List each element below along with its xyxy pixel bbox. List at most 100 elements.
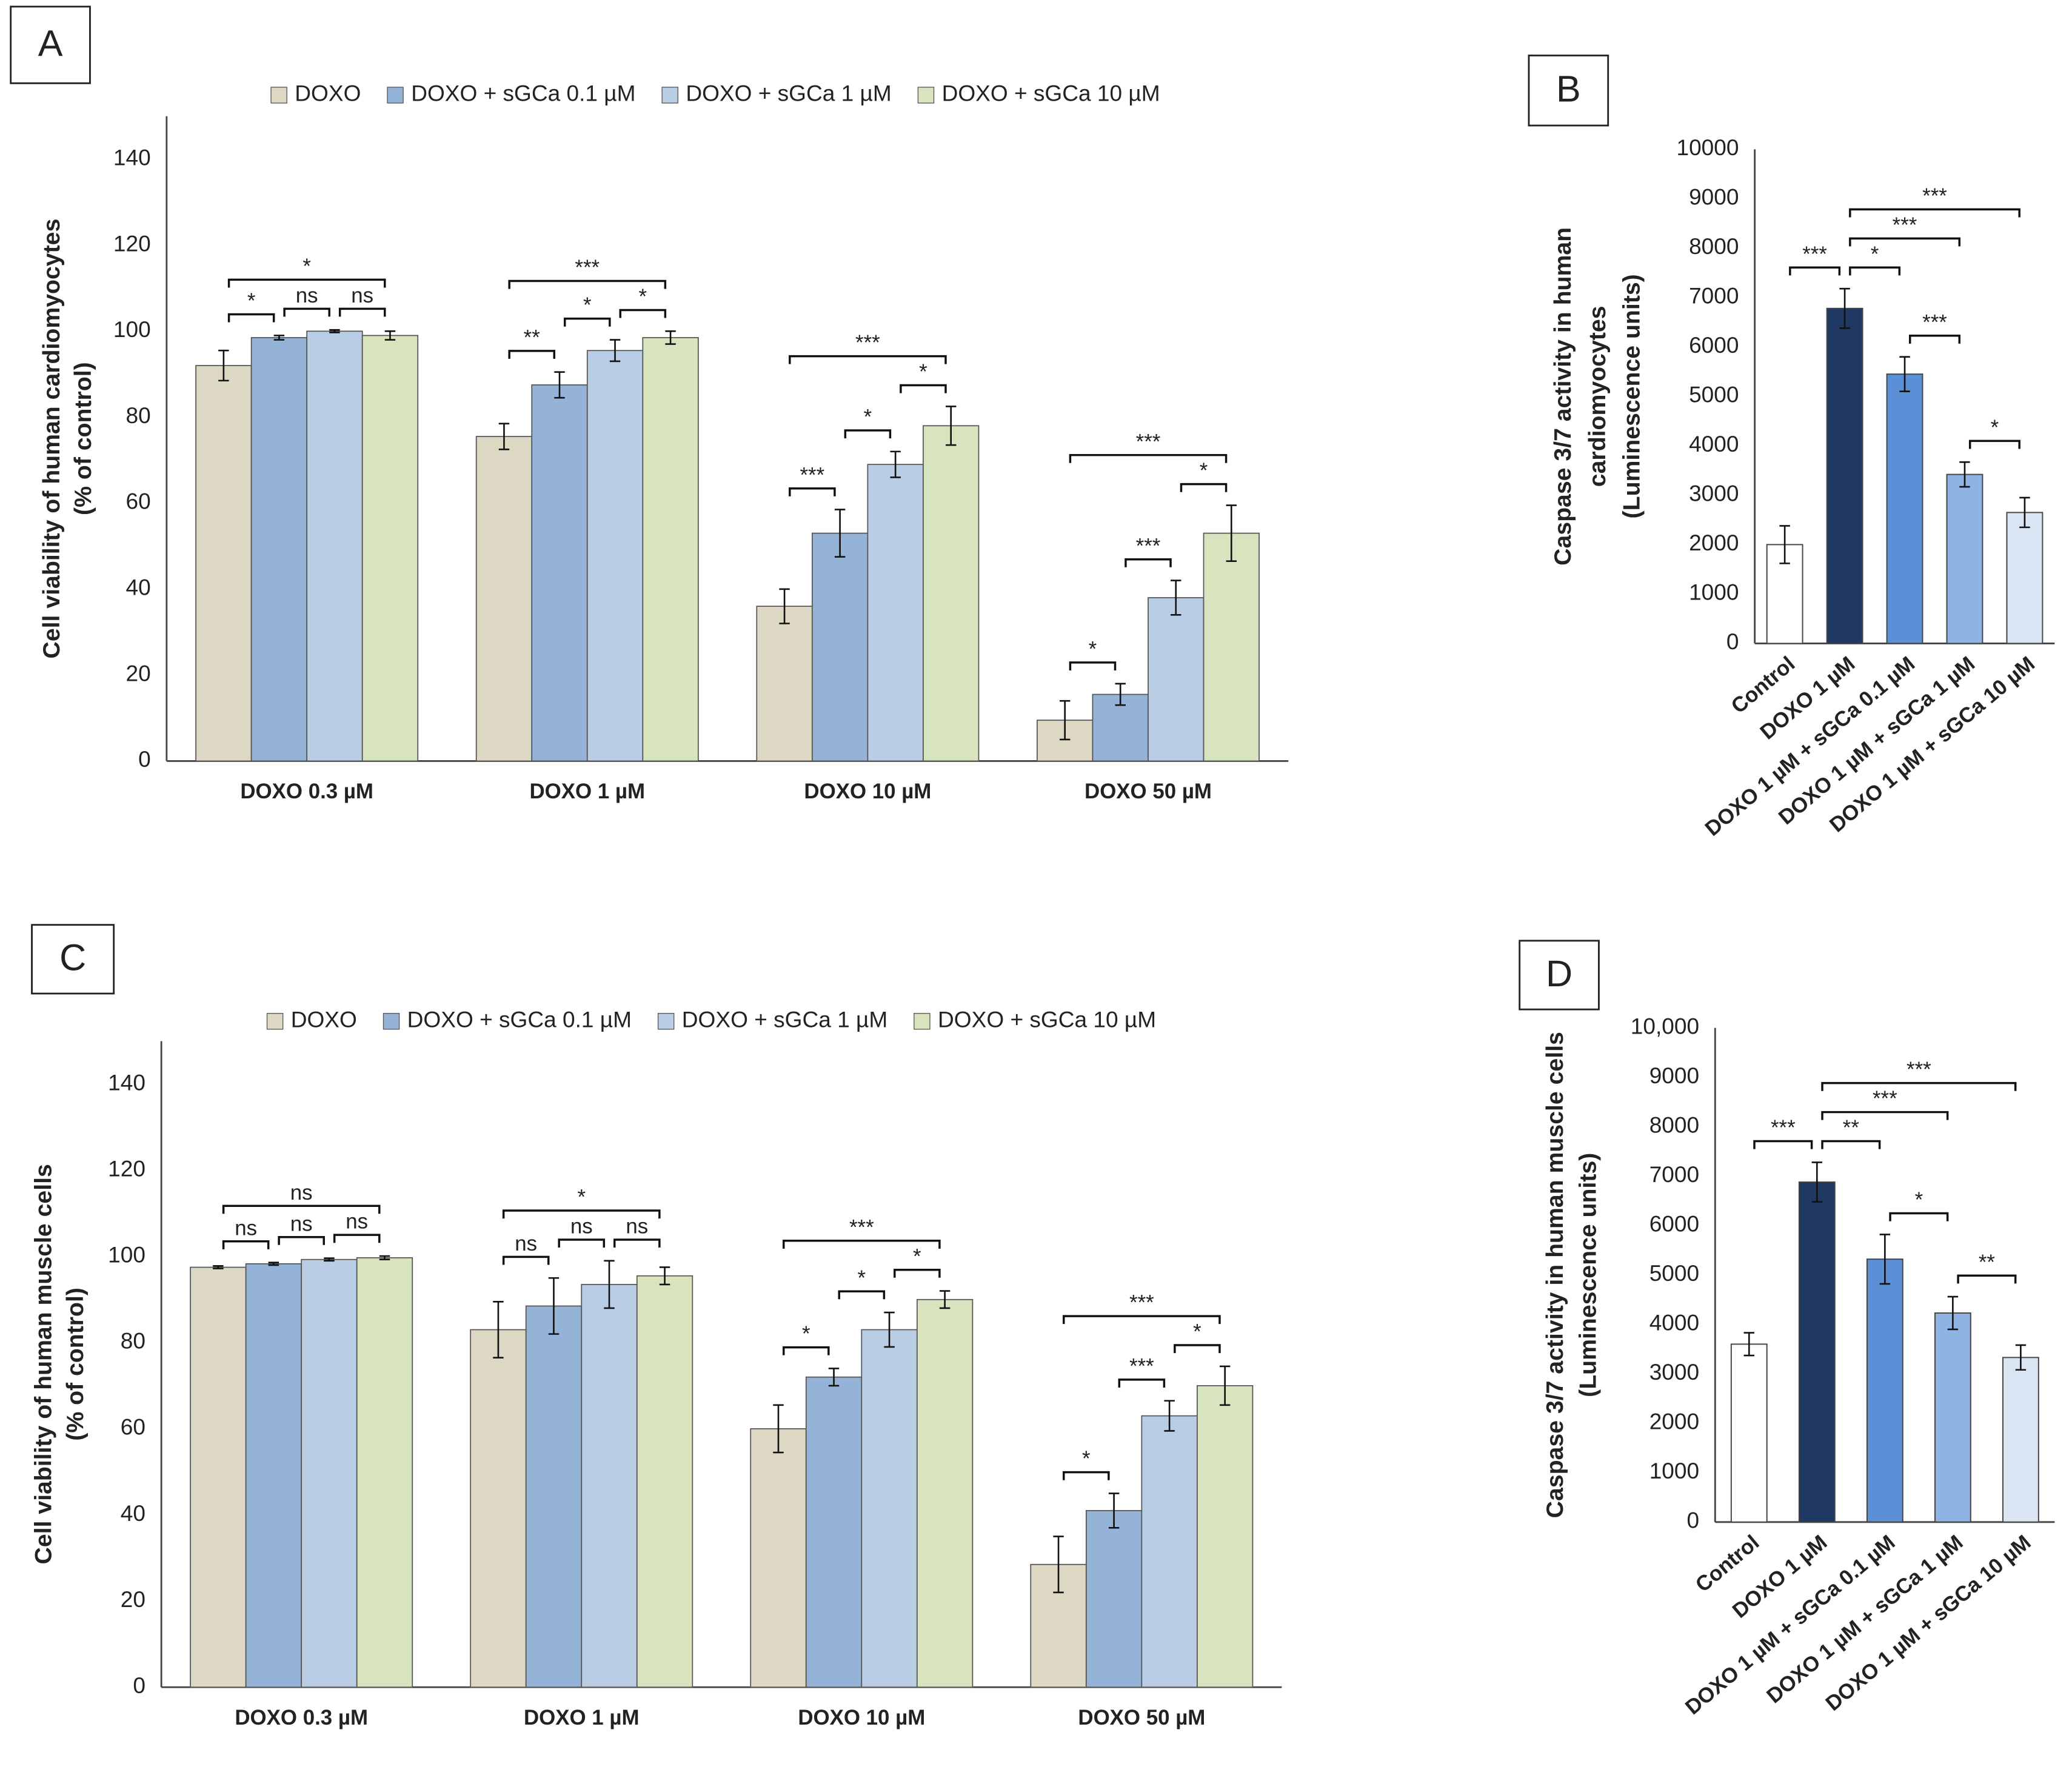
error-bar xyxy=(213,1265,224,1269)
significance-bracket xyxy=(619,309,667,318)
significance-label: * xyxy=(913,1245,921,1268)
significance-label: ns xyxy=(515,1232,537,1255)
bar xyxy=(923,425,980,762)
error-bar xyxy=(828,1368,840,1387)
significance-label: ns xyxy=(296,284,318,307)
legend-label: DOXO + sGCa 0.1 µM xyxy=(407,1007,632,1032)
significance-bracket xyxy=(1909,335,1961,344)
y-axis-title: Caspase 3/7 activity in human muscle cel… xyxy=(1542,1032,1568,1518)
significance-label: ns xyxy=(626,1215,648,1238)
error-bar xyxy=(324,1257,335,1262)
significance-label: *** xyxy=(1129,1291,1154,1315)
error-bar xyxy=(498,423,510,450)
y-tick-label: 0 xyxy=(138,746,151,772)
error-bar xyxy=(218,349,229,382)
error-bar xyxy=(1959,461,1970,488)
significance-bracket xyxy=(1889,1212,1949,1221)
bar xyxy=(2006,512,2044,644)
significance-bracket xyxy=(1957,1274,2017,1284)
significance-bracket xyxy=(782,1240,941,1249)
panel-label-box xyxy=(1528,55,1609,127)
x-tick-label: DOXO 10 µM xyxy=(804,780,931,803)
error-bar xyxy=(1115,683,1126,706)
error-bar xyxy=(268,1261,279,1266)
error-bar xyxy=(493,1301,504,1359)
significance-bracket xyxy=(1849,208,2020,218)
significance-bracket xyxy=(227,313,275,322)
y-tick-label: 0 xyxy=(1726,629,1739,654)
y-tick-label: 4000 xyxy=(1689,431,1739,456)
bar xyxy=(805,1376,863,1688)
y-tick-label: 7000 xyxy=(1649,1161,1699,1187)
bar xyxy=(1203,532,1260,762)
bar xyxy=(361,335,419,762)
y-tick-label: 120 xyxy=(108,1155,145,1181)
legend-label: DOXO + sGCa 1 µM xyxy=(682,1007,887,1032)
y-tick-label: 5000 xyxy=(1689,382,1739,407)
y-tick-label: 2000 xyxy=(1689,530,1739,555)
significance-bracket xyxy=(1118,1378,1166,1388)
significance-label: * xyxy=(1915,1188,1923,1212)
y-tick-label: 5000 xyxy=(1649,1260,1699,1286)
y-tick-label: 9000 xyxy=(1649,1063,1699,1088)
error-bar xyxy=(779,588,790,624)
y-tick-label: 140 xyxy=(108,1069,145,1095)
y-tick-label: 1000 xyxy=(1649,1458,1699,1483)
significance-bracket xyxy=(789,355,947,364)
y-tick-label: 40 xyxy=(121,1500,145,1526)
significance-bracket xyxy=(502,1255,550,1265)
significance-label: ns xyxy=(290,1181,313,1205)
significance-bracket xyxy=(1849,237,1961,247)
error-bar xyxy=(604,1260,615,1309)
significance-label: *** xyxy=(1922,310,1947,334)
y-axis-title: Cell viability of human muscle cells xyxy=(30,1164,57,1564)
significance-bracket xyxy=(1125,558,1172,567)
y-axis-title: (% of control) xyxy=(70,362,96,515)
error-bar xyxy=(1811,1161,1823,1203)
significance-bracket xyxy=(338,307,386,317)
error-bar xyxy=(1899,356,1910,393)
significance-bracket xyxy=(1968,439,2020,449)
x-tick-label: DOXO 10 µM xyxy=(798,1706,925,1729)
significance-bracket xyxy=(1821,1111,1949,1120)
error-bar xyxy=(1779,525,1790,564)
panel-label: C xyxy=(59,937,86,978)
significance-bracket xyxy=(1180,483,1228,492)
error-bar xyxy=(548,1277,560,1335)
bar xyxy=(750,1428,807,1688)
error-bar xyxy=(890,450,901,478)
bar xyxy=(1148,597,1205,762)
y-tick-label: 6000 xyxy=(1649,1211,1699,1237)
error-bar xyxy=(2019,496,2030,529)
bar xyxy=(586,350,644,762)
bar xyxy=(916,1298,974,1688)
x-tick-label: DOXO 1 µM xyxy=(530,780,646,803)
significance-label: * xyxy=(1089,638,1097,661)
bar xyxy=(301,1258,358,1688)
significance-label: * xyxy=(1871,242,1879,266)
y-tick-label: 10,000 xyxy=(1631,1013,1699,1038)
x-tick-label: DOXO 50 µM xyxy=(1078,1706,1205,1729)
significance-label: * xyxy=(302,255,311,278)
bar xyxy=(1197,1385,1254,1688)
significance-bracket xyxy=(502,1209,661,1219)
error-bar xyxy=(379,1255,390,1261)
error-bar xyxy=(945,406,957,446)
bar xyxy=(811,532,869,762)
significance-label: * xyxy=(247,289,256,313)
error-bar xyxy=(1839,287,1850,329)
significance-bracket xyxy=(1821,1081,2017,1091)
error-bar xyxy=(329,329,340,333)
bar xyxy=(1866,1258,1903,1523)
error-bar xyxy=(609,339,621,363)
error-bar xyxy=(1053,1535,1064,1594)
significance-bracket xyxy=(1069,661,1117,670)
significance-bracket xyxy=(1063,1471,1110,1480)
y-tick-label: 40 xyxy=(125,575,150,600)
significance-bracket xyxy=(844,429,892,439)
panel-label: D xyxy=(1546,953,1572,994)
significance-bracket xyxy=(333,1234,381,1243)
y-tick-label: 80 xyxy=(121,1328,145,1354)
